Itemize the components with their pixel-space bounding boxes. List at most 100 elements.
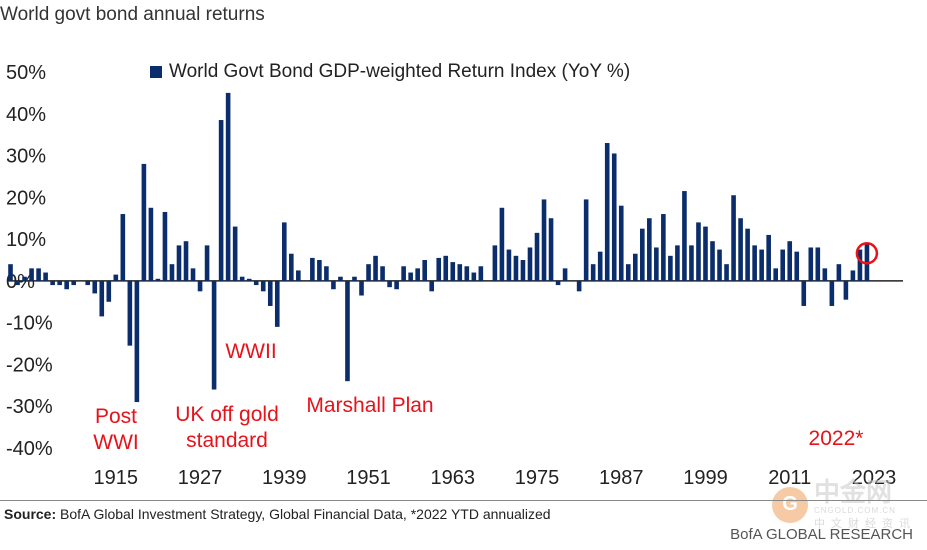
bar-1996 (682, 191, 687, 281)
y-tick-label: 50% (6, 62, 46, 84)
bar-1993 (661, 214, 666, 281)
bar-1905 (43, 272, 48, 281)
bar-1920 (148, 207, 154, 281)
bar-1988 (625, 264, 631, 281)
bar-1900 (8, 264, 13, 281)
annotation-wwii: WWII (225, 340, 276, 363)
bar-1925 (183, 241, 189, 281)
bar-2014 (808, 247, 814, 281)
bar-1971 (506, 249, 512, 281)
source-note: Source: BofA Global Investment Strategy,… (4, 506, 551, 522)
annotation-uk-gold-line2: standard (186, 429, 268, 452)
bar-1987 (618, 205, 624, 281)
y-tick-label: -40% (6, 438, 53, 460)
bar-2002 (724, 264, 729, 281)
bar-1921 (155, 278, 161, 281)
bar-2013 (801, 280, 807, 306)
watermark: G 中金网 CNGOLD.COM.CN 中文财经资讯 (772, 478, 916, 531)
bar-1980 (569, 280, 575, 282)
x-tick-label: 1915 (94, 467, 139, 489)
bar-1901 (15, 280, 20, 286)
bar-2003 (731, 195, 736, 281)
x-tick-label: 1987 (599, 467, 644, 489)
x-tick-label: 1963 (431, 467, 476, 489)
watermark-domain: CNGOLD.COM.CN (814, 506, 896, 515)
y-tick-label: 30% (6, 146, 46, 168)
bar-2020 (850, 270, 856, 281)
x-tick-label: 1927 (178, 467, 223, 489)
bar-1965 (464, 266, 470, 281)
bar-1951 (366, 264, 371, 281)
bar-1960 (429, 280, 435, 292)
watermark-tagline: 中文财经资讯 (814, 518, 916, 530)
bar-2010 (780, 249, 786, 281)
bar-2016 (822, 268, 828, 281)
bar-1948 (345, 280, 350, 382)
bar-1913 (99, 280, 105, 317)
bar-1940 (289, 253, 294, 281)
bar-1985 (604, 143, 610, 281)
bar-1973 (520, 260, 526, 281)
bar-1904 (36, 268, 41, 281)
bar-1944 (317, 260, 322, 281)
bar-2012 (794, 251, 800, 281)
bar-1947 (338, 276, 343, 281)
bar-1953 (380, 266, 385, 281)
bar-2001 (717, 249, 722, 281)
bar-1967 (478, 266, 484, 281)
bar-1918 (134, 280, 140, 403)
y-tick-label: -20% (6, 354, 53, 376)
bar-1942 (303, 280, 308, 282)
annotation-post-wwi-line1: Post (95, 405, 137, 428)
bar-2007 (759, 249, 764, 281)
bar-1916 (120, 214, 126, 281)
bar-2004 (738, 218, 743, 281)
bar-2005 (745, 228, 750, 281)
legend-label: World Govt Bond GDP-weighted Return Inde… (169, 61, 631, 82)
bar-1992 (654, 247, 659, 281)
y-tick-label: 20% (6, 187, 46, 209)
bar-series (8, 92, 870, 403)
bar-1956 (401, 266, 406, 281)
watermark-text: 中金网 (814, 477, 893, 507)
source-text: BofA Global Investment Strategy, Global … (60, 506, 551, 522)
bar-1978 (555, 280, 561, 286)
bar-1922 (162, 211, 168, 281)
bar-1986 (611, 153, 617, 281)
bar-1972 (513, 255, 519, 281)
y-tick-label: 40% (6, 104, 46, 126)
bar-1952 (373, 255, 378, 281)
annotation-2022: 2022* (809, 427, 864, 450)
bar-2000 (710, 241, 715, 281)
x-tick-label: 1939 (262, 467, 307, 489)
source-label: Source: (4, 506, 57, 522)
bar-1906 (50, 280, 55, 286)
y-tick-label: 0% (6, 271, 35, 293)
bar-1934 (246, 278, 252, 281)
bar-1959 (422, 260, 427, 281)
bar-1931 (225, 92, 231, 281)
bar-2009 (773, 268, 778, 281)
bar-1977 (548, 218, 554, 281)
bar-1930 (218, 120, 224, 281)
annotation-uk-gold-line1: UK off gold (175, 403, 279, 426)
bar-1943 (310, 257, 315, 281)
bar-1932 (232, 226, 238, 281)
bar-1909 (71, 280, 76, 286)
bar-1950 (359, 280, 364, 296)
bar-1908 (64, 280, 69, 290)
y-tick-label: -30% (6, 396, 53, 418)
bar-1946 (331, 280, 336, 290)
chart-title: World govt bond annual returns (0, 4, 265, 25)
bar-1974 (527, 247, 533, 281)
bar-1983 (590, 264, 596, 281)
bar-1958 (415, 268, 420, 281)
bar-1966 (471, 272, 477, 281)
bar-1927 (197, 280, 203, 292)
bar-1949 (352, 276, 357, 281)
watermark-logo: G (772, 486, 808, 523)
bar-1969 (492, 245, 498, 281)
bar-1926 (190, 268, 196, 281)
bar-2017 (829, 280, 835, 306)
bar-1919 (141, 163, 147, 281)
